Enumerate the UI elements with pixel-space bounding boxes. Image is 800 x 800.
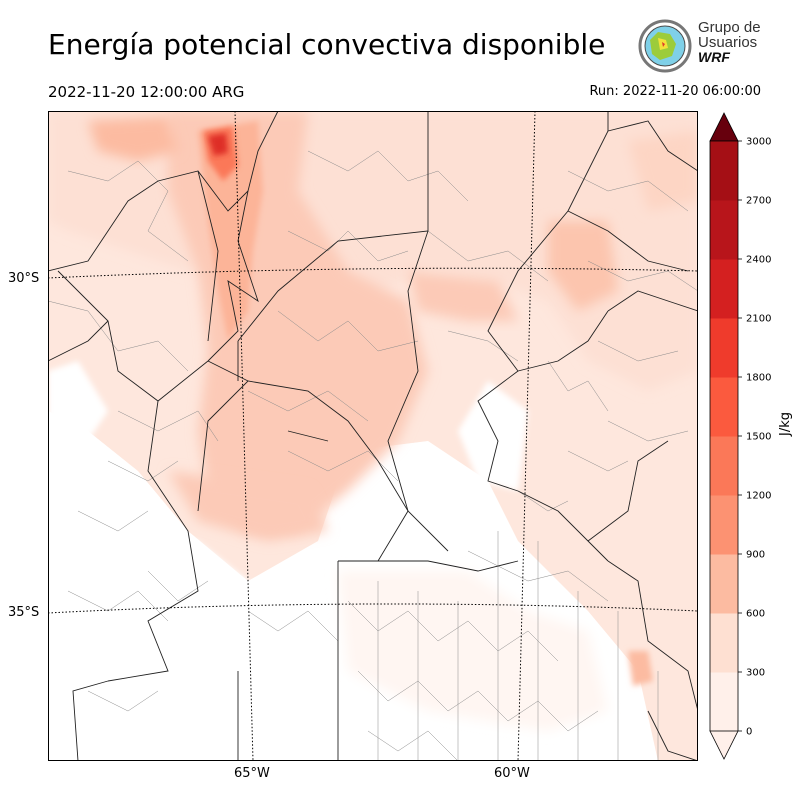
colorbar-segment — [710, 141, 738, 201]
colorbar-segment — [710, 495, 738, 555]
lon-label-60: 60°W — [494, 766, 530, 781]
colorbar-tick-label: 1800 — [746, 373, 771, 384]
logo-line1: Grupo de — [698, 19, 761, 36]
colorbar-tick-label: 2700 — [746, 196, 771, 207]
colorbar-tick-label: 1500 — [746, 432, 771, 443]
colorbar-segment — [710, 613, 738, 673]
globe-icon — [638, 19, 692, 73]
logo-line3: WRF — [698, 49, 730, 65]
colorbar-segment — [710, 259, 738, 319]
logo-text: Grupo de Usuarios WRF — [698, 20, 761, 65]
map-panel — [47, 110, 699, 765]
cape-field — [48, 111, 698, 761]
lat-label-30: 30°S — [8, 271, 40, 286]
colorbar-extend-max — [709, 112, 739, 142]
run-time: Run: 2022-11-20 06:00:00 — [589, 84, 761, 99]
colorbar-tick-label: 2100 — [746, 314, 771, 325]
colorbar-segment — [710, 554, 738, 614]
colorbar-segment — [710, 200, 738, 260]
colorbar-extend-min — [709, 730, 739, 760]
colorbar: 0 300 600 900 1200 1500 1800 2100 2400 2700 3000 — [708, 111, 778, 765]
colorbar-tick-label: 1200 — [746, 491, 771, 502]
colorbar-tick-label: 0 — [746, 727, 752, 738]
province-borders — [48, 111, 698, 761]
colorbar-tick-label: 600 — [746, 609, 765, 620]
colorbar-tick-label: 2400 — [746, 255, 771, 266]
colorbar-unit: J/kg — [778, 412, 793, 436]
colorbar-tick-label: 300 — [746, 668, 765, 679]
valid-time: 2022-11-20 12:00:00 ARG — [48, 83, 245, 101]
map-frame — [48, 111, 698, 761]
lon-label-65: 65°W — [234, 766, 270, 781]
graticule — [47, 110, 699, 762]
colorbar-svg: 0 300 600 900 1200 1500 1800 2100 2400 2700 3000 — [709, 112, 771, 760]
map-title: Energía potencial convectiva disponible — [48, 28, 606, 61]
logo-line2: Usuarios — [698, 34, 758, 51]
colorbar-segment — [710, 318, 738, 378]
cape-map — [47, 110, 699, 762]
colorbar-segment — [710, 436, 738, 496]
colorbar-tick-label: 900 — [746, 550, 765, 561]
department-boundaries — [48, 150, 698, 761]
wrf-users-logo: Grupo de Usuarios WRF — [636, 18, 766, 74]
colorbar-tick-label: 3000 — [746, 137, 771, 148]
lat-label-35: 35°S — [8, 605, 40, 620]
colorbar-segment — [710, 377, 738, 437]
colorbar-segment — [710, 672, 738, 732]
